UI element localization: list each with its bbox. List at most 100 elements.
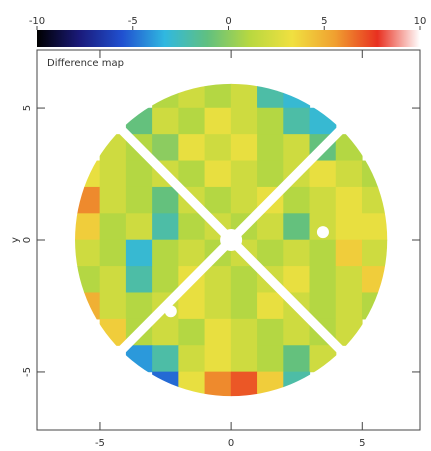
heatmap-cell xyxy=(257,134,284,162)
heatmap-cell xyxy=(125,266,153,294)
heatmap-cell xyxy=(309,186,337,214)
heatmap-cell xyxy=(204,292,232,320)
heatmap-cell xyxy=(283,345,311,373)
colorbar-tick-label: 0 xyxy=(225,16,231,27)
heatmap-cell xyxy=(283,239,311,267)
heatmap-cell xyxy=(335,160,363,188)
y-tick-label: -5 xyxy=(22,367,33,377)
heatmap-cell xyxy=(309,107,337,135)
heatmap-cell xyxy=(99,266,127,294)
heatmap-cell xyxy=(283,318,311,346)
y-tick-label: 5 xyxy=(22,105,33,111)
heatmap-cell xyxy=(152,186,179,214)
heatmap-cell xyxy=(125,292,153,320)
colorbar-tick-label: -10 xyxy=(29,16,45,27)
heatmap-cell xyxy=(309,345,337,373)
heatmap-cell xyxy=(283,213,311,241)
heatmap-cell xyxy=(99,239,127,267)
heatmap-cell xyxy=(204,107,232,135)
heatmap-cell xyxy=(178,107,206,135)
heatmap-cell xyxy=(204,318,232,346)
heatmap-cell xyxy=(152,213,179,241)
heatmap-cell xyxy=(178,134,206,162)
heatmap-cell xyxy=(335,318,363,346)
heatmap-cell xyxy=(257,160,284,188)
heatmap-cell xyxy=(125,186,153,214)
heatmap-cell xyxy=(75,213,101,241)
heatmap-cell xyxy=(230,83,258,109)
colorbar-tick-label: 10 xyxy=(414,16,427,27)
heatmap-cell xyxy=(230,134,258,162)
hole xyxy=(316,226,329,239)
heatmap-cell xyxy=(204,345,232,373)
heatmap-cell xyxy=(204,160,232,188)
heatmap-cell xyxy=(230,107,258,135)
heatmap-cell xyxy=(99,213,127,241)
heatmap-cell xyxy=(178,345,206,373)
colorbar-tick-label: 5 xyxy=(321,16,327,27)
heatmap-cell xyxy=(178,239,206,267)
heatmap-cell xyxy=(178,160,206,188)
heatmap-cell xyxy=(361,160,388,188)
heatmap-cell xyxy=(335,292,363,320)
heatmap-cell xyxy=(152,134,179,162)
heatmap-cell xyxy=(257,83,284,109)
heatmap-cell xyxy=(257,318,284,346)
heatmap-cell xyxy=(230,371,258,397)
heatmap-cell xyxy=(75,239,101,267)
overlay xyxy=(111,119,352,361)
x-tick-label: 5 xyxy=(359,438,365,449)
heatmap-cell xyxy=(335,239,363,267)
y-tick-label: 0 xyxy=(22,237,33,243)
heatmap-cell xyxy=(309,239,337,267)
heatmap-cell xyxy=(257,107,284,135)
heatmap-cell xyxy=(283,186,311,214)
x-tick-label: -5 xyxy=(95,438,105,449)
heatmap-cell xyxy=(152,318,179,346)
heatmap-cell xyxy=(230,318,258,346)
heatmap-cell xyxy=(178,371,206,397)
heatmap-cell xyxy=(283,83,311,109)
heatmap-cell xyxy=(361,266,388,294)
heatmap-cell xyxy=(152,83,179,109)
heatmap-cell xyxy=(125,239,153,267)
heatmap-cell xyxy=(178,213,206,241)
heatmap-cell xyxy=(361,186,388,214)
heatmap-cell xyxy=(99,292,127,320)
hole xyxy=(220,229,243,251)
heatmap-cell xyxy=(99,134,127,162)
heatmap-cell xyxy=(178,292,206,320)
colorbar-tick-label: -5 xyxy=(128,16,138,27)
y-axis-label: y xyxy=(10,237,21,243)
heatmap-cell xyxy=(257,345,284,373)
chart-title: Difference map xyxy=(47,58,124,69)
heatmap-cell xyxy=(99,160,127,188)
heatmap-cell xyxy=(152,371,179,397)
heatmap-cell xyxy=(75,160,101,188)
x-tick-label: 0 xyxy=(228,438,234,449)
heatmap-cell xyxy=(283,371,311,397)
heatmap-cell xyxy=(335,134,363,162)
heatmap xyxy=(75,83,388,397)
heatmap-cell xyxy=(99,186,127,214)
heatmap-cell xyxy=(75,266,101,294)
title-bg xyxy=(42,55,124,71)
heatmap-cell xyxy=(152,239,179,267)
heatmap-cell xyxy=(283,266,311,294)
heatmap-cell xyxy=(361,292,388,320)
heatmap-cell xyxy=(152,345,179,373)
heatmap-cell xyxy=(361,213,388,241)
heatmap-cell xyxy=(335,186,363,214)
heatmap-cell xyxy=(257,371,284,397)
heatmap-cell xyxy=(204,83,232,109)
heatmap-cell xyxy=(309,292,337,320)
heatmap-cell xyxy=(99,318,127,346)
heatmap-cell xyxy=(178,83,206,109)
heatmap-cell xyxy=(125,213,153,241)
heatmap-cell xyxy=(309,266,337,294)
heatmap-cell xyxy=(204,266,232,294)
heatmap-cell xyxy=(309,160,337,188)
heatmap-cell xyxy=(152,107,179,135)
heatmap-cell xyxy=(257,292,284,320)
